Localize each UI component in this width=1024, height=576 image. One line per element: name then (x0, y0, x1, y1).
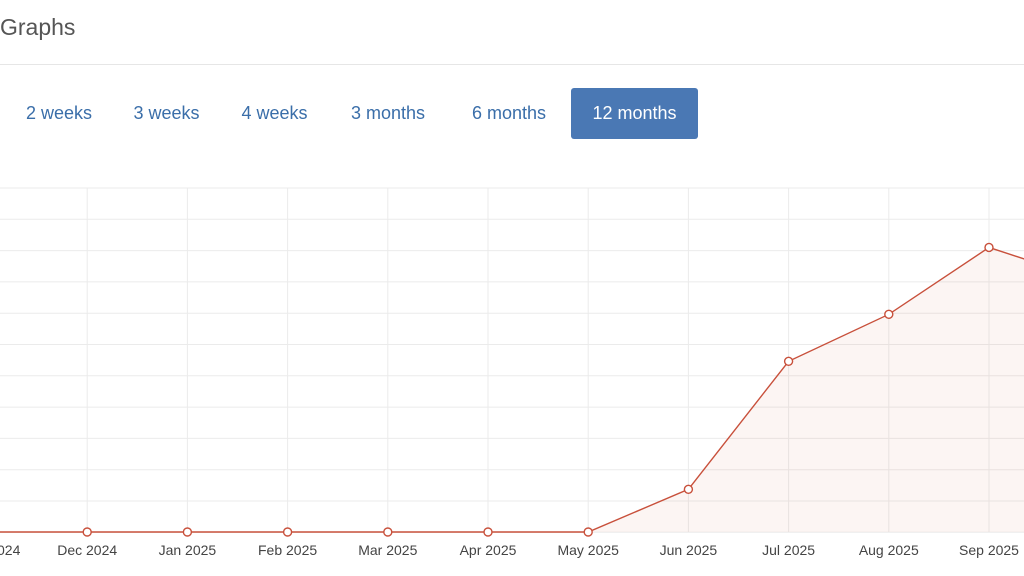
data-point (383, 527, 393, 537)
x-tick-label: Mar 2025 (358, 542, 417, 558)
x-tick-label: Dec 2024 (57, 542, 117, 558)
range-tabs: 2 weeks 3 weeks 4 weeks 3 months 6 month… (0, 88, 1024, 139)
data-point (683, 484, 694, 495)
data-point (583, 527, 593, 537)
x-tick-label: Jan 2025 (159, 542, 217, 558)
tab-3-months[interactable]: 3 months (350, 103, 426, 123)
x-tick-label: Apr 2025 (460, 542, 517, 558)
series-line (0, 246, 1024, 533)
x-axis-labels: 024 Dec 2024 Jan 2025 Feb 2025 Mar 2025 Apr 2… (0, 542, 1019, 558)
data-point (783, 356, 794, 366)
title-divider (0, 64, 1024, 65)
series-area (0, 247, 1024, 532)
x-tick-label: Feb 2025 (258, 542, 317, 558)
chart-points (82, 242, 994, 537)
x-tick-label: Jun 2025 (660, 542, 718, 558)
tab-6-months[interactable]: 6 months (471, 103, 547, 123)
data-point (884, 309, 894, 320)
tab-3-weeks[interactable]: 3 weeks (133, 103, 200, 123)
x-tick-label: Aug 2025 (859, 542, 919, 558)
data-point (182, 527, 193, 537)
x-tick-label: Jul 2025 (762, 542, 815, 558)
data-point (483, 527, 493, 537)
page-title: Graphs (0, 14, 76, 40)
x-tick-label: 024 (0, 542, 21, 558)
data-point (82, 527, 92, 537)
tab-4-weeks[interactable]: 4 weeks (241, 103, 308, 123)
tab-12-months[interactable]: 12 months (571, 88, 698, 139)
chart-line-layer (0, 246, 1024, 533)
x-tick-label: May 2025 (557, 542, 619, 558)
chart-area-layer (0, 247, 1024, 532)
data-point (282, 527, 293, 537)
tab-2-weeks[interactable]: 2 weeks (25, 103, 93, 123)
line-chart: 024 Dec 2024 Jan 2025 Feb 2025 Mar 2025 Apr 2… (0, 187, 1024, 558)
data-point (984, 242, 994, 253)
x-tick-label: Sep 2025 (959, 542, 1019, 558)
